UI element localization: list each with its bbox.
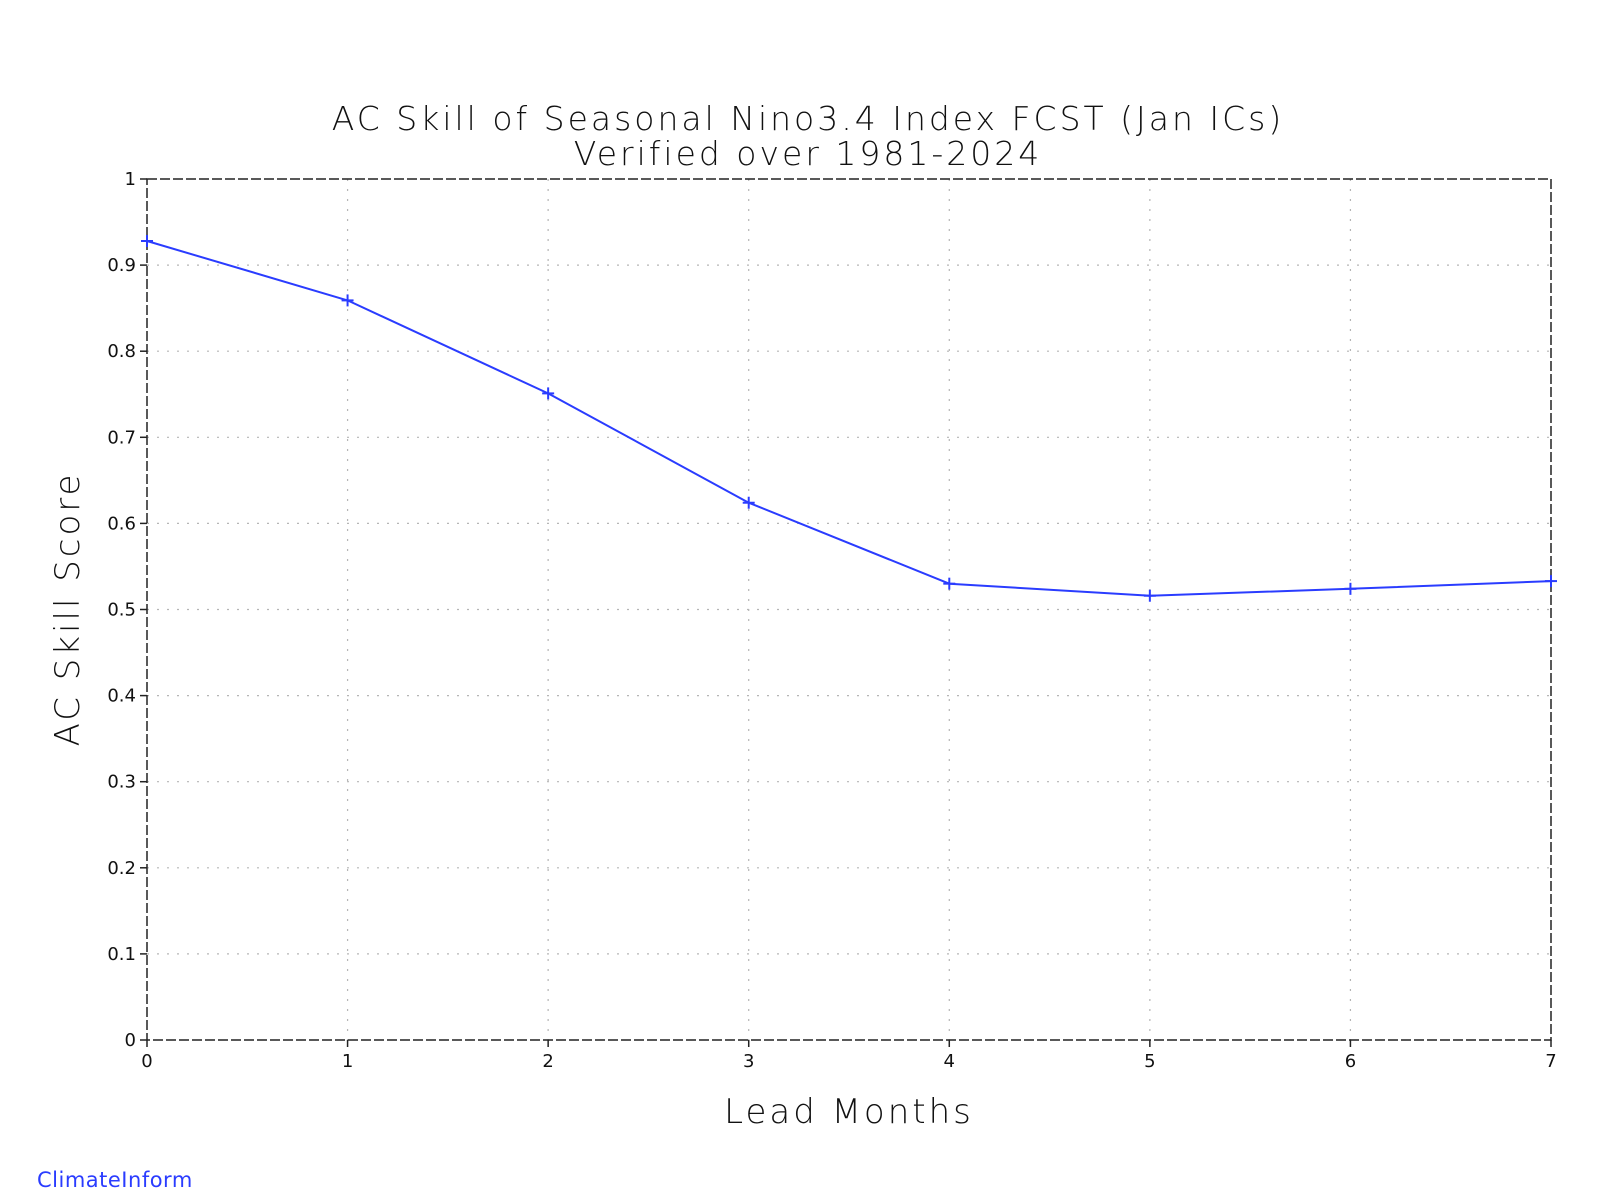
x-tick-label: 6 xyxy=(1345,1051,1356,1072)
series-line xyxy=(146,240,1552,597)
x-tick-label: 4 xyxy=(944,1051,955,1072)
y-tick-label: 0 xyxy=(125,1030,136,1051)
data-point-marker xyxy=(341,294,354,307)
y-tick-label: 0.7 xyxy=(107,427,136,448)
x-axis-title: Lead Months xyxy=(724,1092,974,1132)
y-tick-label: 0.4 xyxy=(107,686,136,707)
credit-label: ClimateInform xyxy=(37,1168,193,1192)
chart-title: AC Skill of Seasonal Nino3.4 Index FCST … xyxy=(332,99,1285,138)
axes: 0 1 2 3 4 5 6 7 0 0.1 0.2 0.3 0.4 0.5 0.6 0.7 0.8 0.9 1 xyxy=(107,169,1556,1072)
x-tick-label: 2 xyxy=(542,1051,553,1072)
y-tick-label: 0.5 xyxy=(107,600,136,621)
x-tick-label: 7 xyxy=(1545,1051,1556,1072)
x-tick-label: 5 xyxy=(1144,1051,1155,1072)
series-layer xyxy=(141,234,1557,602)
chart-subtitle: Verified over 1981-2024 xyxy=(574,134,1043,173)
data-point-marker xyxy=(742,496,755,509)
y-tick-label: 1 xyxy=(125,169,136,190)
data-point-marker xyxy=(141,234,153,247)
data-point-marker xyxy=(943,577,956,590)
x-tick-label: 3 xyxy=(743,1051,754,1072)
y-tick-label: 0.3 xyxy=(107,772,136,793)
y-tick-label: 0.6 xyxy=(107,513,136,534)
y-axis-title: AC Skill Score xyxy=(48,472,88,747)
data-point-marker xyxy=(1545,575,1557,588)
y-tick-label: 0.2 xyxy=(107,858,136,879)
x-tick-label: 0 xyxy=(141,1051,152,1072)
grid-lines xyxy=(147,179,1551,1040)
data-point-marker xyxy=(542,387,555,400)
x-tick-label: 1 xyxy=(342,1051,353,1072)
y-tick-label: 0.1 xyxy=(107,944,136,965)
data-point-marker xyxy=(1344,582,1357,595)
data-point-marker xyxy=(1143,589,1156,602)
y-tick-label: 0.8 xyxy=(107,341,136,362)
y-tick-label: 0.9 xyxy=(107,255,136,276)
